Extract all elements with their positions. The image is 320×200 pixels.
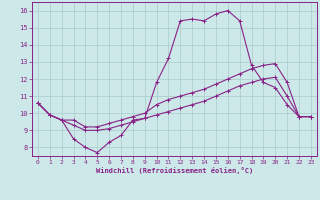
X-axis label: Windchill (Refroidissement éolien,°C): Windchill (Refroidissement éolien,°C)	[96, 167, 253, 174]
